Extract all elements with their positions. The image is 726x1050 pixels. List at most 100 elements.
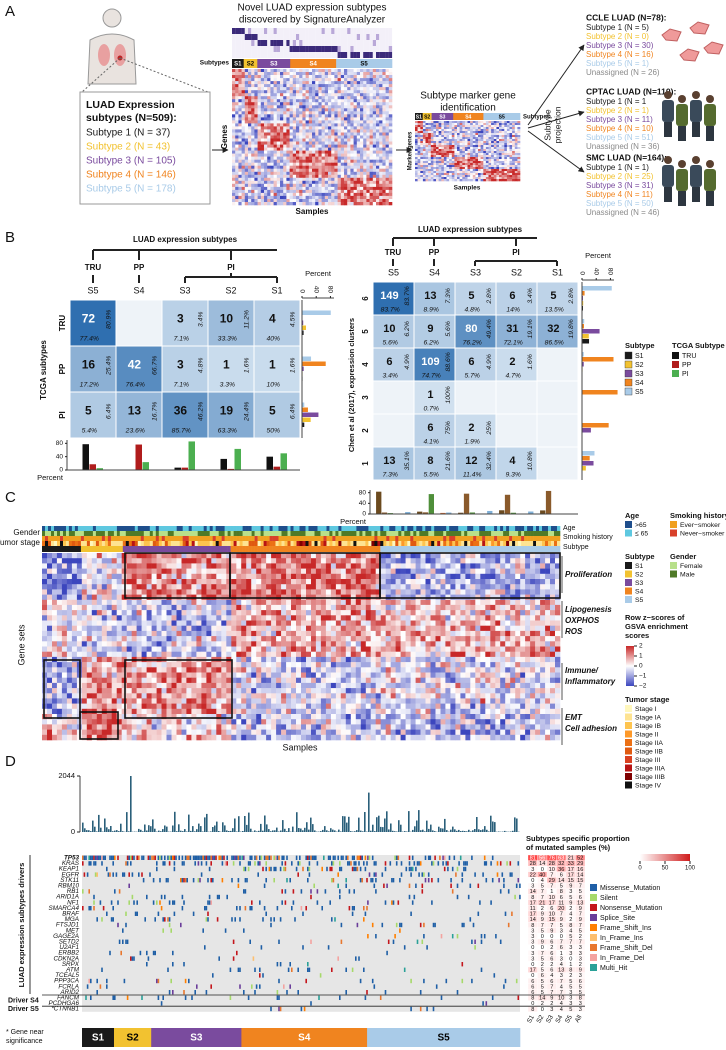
annotation-cell — [425, 541, 428, 546]
heat-cell — [382, 151, 386, 154]
heat-cell — [433, 177, 436, 179]
heat-cell — [318, 93, 322, 96]
heat-cell — [373, 129, 377, 132]
heat-cell — [267, 142, 271, 145]
heat-cell — [357, 111, 361, 114]
heat-cell — [302, 75, 306, 78]
heat-cell — [389, 123, 393, 126]
heat-cell — [267, 84, 271, 87]
annotation-cell — [99, 541, 102, 546]
heat-cell — [454, 133, 457, 135]
heat-cell — [354, 190, 358, 193]
signature-weight — [331, 52, 334, 58]
annotation-cell — [147, 536, 150, 541]
heat-cell — [496, 137, 499, 139]
heat-cell — [354, 75, 358, 78]
signature-weight — [283, 28, 286, 34]
cell-count: 5 — [269, 403, 276, 417]
heat-cell — [366, 193, 370, 196]
annotation-cell — [270, 546, 273, 552]
heat-cell — [481, 145, 484, 147]
signature-weight — [389, 40, 392, 46]
heat-cell — [267, 190, 271, 193]
heat-cell — [428, 167, 431, 169]
heat-cell — [248, 190, 252, 193]
heat-cell — [510, 145, 513, 147]
heat-cell — [386, 84, 390, 87]
heat-cell — [360, 87, 364, 90]
annotation-cell — [500, 541, 503, 546]
heat-cell — [420, 179, 423, 181]
annotation-cell — [509, 541, 512, 546]
annotation-cell — [497, 526, 500, 531]
heat-cell — [312, 172, 316, 175]
heat-cell — [415, 123, 418, 125]
heat-cell — [267, 154, 271, 157]
heat-cell — [507, 135, 510, 137]
heat-cell — [232, 193, 236, 196]
heat-cell — [293, 114, 297, 117]
heat-cell — [251, 84, 255, 87]
signature-weight — [360, 46, 363, 52]
heat-cell — [245, 75, 249, 78]
heat-cell — [494, 133, 497, 135]
heat-cell — [433, 135, 436, 137]
heat-cell — [433, 173, 436, 175]
heat-cell — [366, 108, 370, 111]
heat-cell — [354, 151, 358, 154]
heat-cell — [312, 193, 316, 196]
heat-cell — [373, 114, 377, 117]
column-percent-bar — [136, 445, 143, 470]
annotation-cell — [530, 546, 533, 552]
heat-cell — [238, 84, 242, 87]
heat-cell — [331, 196, 335, 199]
annotation-cell — [249, 541, 252, 546]
heat-cell — [512, 155, 515, 157]
heat-cell — [344, 78, 348, 81]
annotation-cell — [270, 526, 273, 531]
heat-cell — [452, 149, 455, 151]
annotation-cell — [120, 546, 123, 552]
heat-cell — [457, 159, 460, 161]
heat-cell — [290, 72, 294, 75]
heat-cell — [274, 154, 278, 157]
annotation-cell — [554, 526, 557, 531]
heat-cell — [515, 133, 518, 135]
heat-cell — [452, 177, 455, 179]
heat-cell — [338, 175, 342, 178]
heat-cell — [258, 142, 262, 145]
heat-cell — [462, 131, 465, 133]
heat-cell — [344, 175, 348, 178]
annotation-cell — [144, 541, 147, 546]
heat-cell — [431, 149, 434, 151]
heat-cell — [341, 202, 345, 205]
heat-cell — [235, 111, 239, 114]
heat-cell — [325, 175, 329, 178]
row-percent-bar — [582, 451, 594, 456]
heat-cell — [302, 96, 306, 99]
heat-cell — [283, 151, 287, 154]
heat-cell — [491, 145, 494, 147]
heat-cell — [496, 151, 499, 153]
heat-cell — [363, 72, 367, 75]
heat-cell — [483, 151, 486, 153]
heat-cell — [462, 141, 465, 143]
heat-cell — [302, 114, 306, 117]
heat-cell — [423, 179, 426, 181]
heat-cell — [299, 99, 303, 102]
heat-cell — [515, 143, 518, 145]
heat-cell — [376, 160, 380, 163]
heat-cell — [238, 187, 242, 190]
heat-cell — [439, 151, 442, 153]
heat-cell — [481, 169, 484, 171]
signature-weight — [251, 34, 254, 40]
heat-cell — [357, 84, 361, 87]
heat-cell — [499, 171, 502, 173]
heat-cell — [270, 84, 274, 87]
heat-cell — [248, 166, 252, 169]
heat-cell — [386, 142, 390, 145]
heat-cell — [436, 147, 439, 149]
heat-cell — [315, 126, 319, 129]
heat-cell — [309, 178, 313, 181]
heat-cell — [283, 169, 287, 172]
